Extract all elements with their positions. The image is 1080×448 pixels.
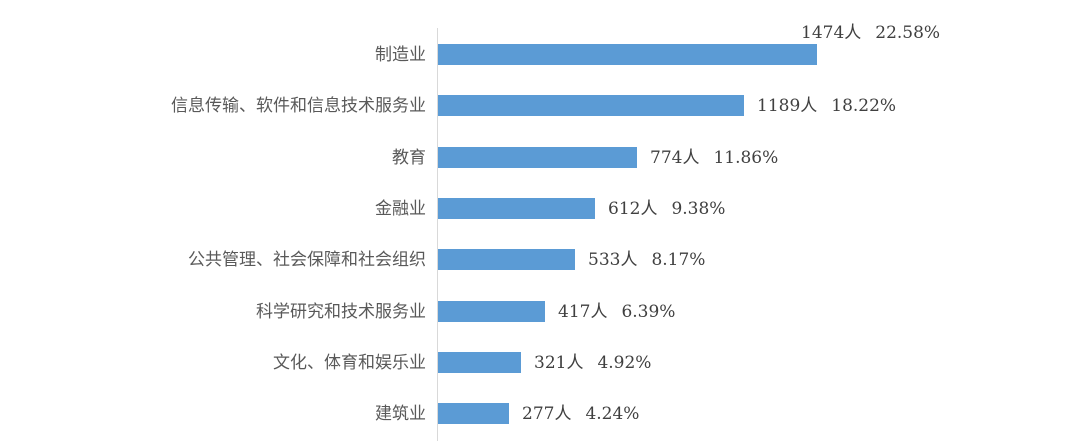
percent-label: 4.92% — [597, 353, 652, 373]
category-label: 信息传输、软件和信息技术服务业 — [171, 96, 426, 116]
bar — [438, 249, 575, 270]
data-label: 277人 4.24% — [522, 403, 639, 425]
data-label: 1474人 22.58% — [801, 22, 940, 44]
bar-row: 科学研究和技术服务业 417人 6.39% — [0, 301, 1080, 323]
category-label: 金融业 — [375, 199, 426, 219]
count-label: 774人 — [650, 148, 700, 168]
bar — [438, 198, 595, 219]
category-label: 教育 — [392, 148, 426, 168]
data-label: 774人 11.86% — [650, 147, 778, 169]
percent-label: 9.38% — [671, 199, 726, 219]
category-label: 公共管理、社会保障和社会组织 — [188, 250, 426, 270]
count-label: 1189人 — [757, 96, 818, 116]
count-label: 321人 — [534, 353, 584, 373]
count-label: 277人 — [522, 404, 572, 424]
percent-label: 11.86% — [713, 148, 779, 168]
bar — [438, 352, 521, 373]
bar-row: 教育 774人 11.86% — [0, 147, 1080, 169]
count-label: 533人 — [588, 250, 638, 270]
data-label: 612人 9.38% — [608, 198, 725, 220]
bar — [438, 147, 637, 168]
bar — [438, 301, 545, 322]
data-label: 321人 4.92% — [534, 352, 651, 374]
count-label: 417人 — [558, 302, 608, 322]
bar-row: 信息传输、软件和信息技术服务业 1189人 18.22% — [0, 95, 1080, 117]
bar-row: 金融业 612人 9.38% — [0, 198, 1080, 220]
category-axis-line — [437, 28, 438, 441]
category-label: 文化、体育和娱乐业 — [273, 353, 426, 373]
percent-label: 22.58% — [875, 23, 941, 43]
bar — [438, 44, 817, 65]
bar-row: 公共管理、社会保障和社会组织 533人 8.17% — [0, 249, 1080, 271]
category-label: 制造业 — [375, 45, 426, 65]
count-label: 1474人 — [801, 23, 862, 43]
category-label: 科学研究和技术服务业 — [256, 302, 426, 322]
data-label: 1189人 18.22% — [757, 95, 896, 117]
percent-label: 6.39% — [621, 302, 676, 322]
count-label: 612人 — [608, 199, 658, 219]
data-label: 417人 6.39% — [558, 301, 675, 323]
bar — [438, 95, 744, 116]
bar-row: 建筑业 277人 4.24% — [0, 403, 1080, 425]
percent-label: 8.17% — [651, 250, 706, 270]
category-label: 建筑业 — [375, 404, 426, 424]
data-label: 533人 8.17% — [588, 249, 705, 271]
percent-label: 4.24% — [585, 404, 640, 424]
percent-label: 18.22% — [831, 96, 897, 116]
bar — [438, 403, 509, 424]
bar-row: 文化、体育和娱乐业 321人 4.92% — [0, 352, 1080, 374]
bar-row: 制造业 1474人 22.58% — [0, 23, 1080, 66]
